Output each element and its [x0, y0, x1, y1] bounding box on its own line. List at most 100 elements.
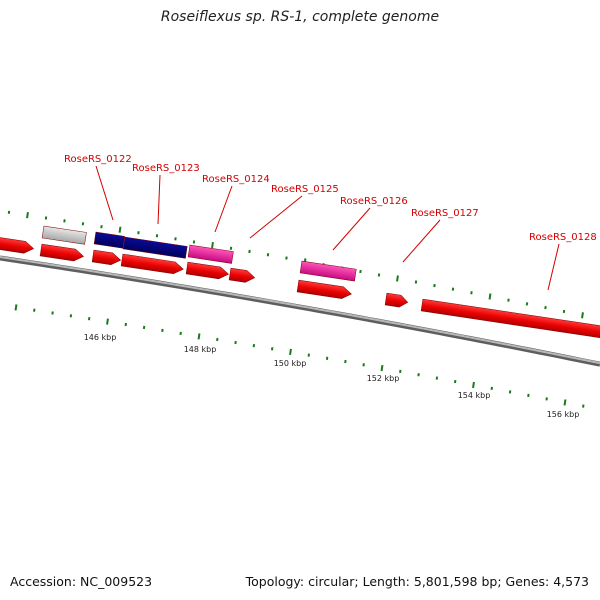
label-leaders	[95, 165, 560, 291]
cds-arrow-roseRS-0128	[420, 298, 600, 340]
scale-label: 150 kbp	[274, 359, 307, 368]
leader-line	[547, 243, 560, 291]
scale-tick	[197, 333, 201, 340]
cds-arrow	[91, 249, 122, 266]
outer-tick	[81, 222, 85, 226]
gene-label: RoseRS_0127	[411, 208, 479, 219]
outer-tick	[396, 275, 399, 282]
outer-tick	[63, 219, 66, 223]
cds-arrow	[120, 253, 184, 275]
misc-feature-block	[299, 260, 357, 282]
pseudogene-block	[41, 225, 87, 245]
scale-label: 148 kbp	[184, 345, 217, 354]
scale-tick	[216, 337, 219, 342]
outer-tick	[192, 240, 196, 244]
scale-label: 156 kbp	[547, 410, 580, 419]
outer-tick	[118, 226, 122, 233]
label-layer: 146 kbp 148 kbp 150 kbp 152 kbp 154 kbp 156 k…	[64, 154, 597, 419]
scale-tick	[435, 376, 439, 380]
scale-tick	[490, 386, 494, 391]
scale-tick	[508, 390, 512, 394]
cds-arrow	[228, 267, 256, 283]
gene-label: RoseRS_0125	[271, 184, 339, 195]
outer-tick	[211, 241, 214, 249]
leader-line	[157, 174, 161, 225]
outer-tick	[525, 302, 529, 306]
scale-tick	[545, 397, 548, 401]
scale-tick	[527, 393, 530, 398]
tick-marks	[7, 210, 585, 408]
outer-tick	[470, 291, 473, 295]
scale-tick	[124, 322, 127, 327]
backbone-highlight	[0, 256, 600, 365]
leader-line	[402, 219, 441, 263]
gene-label: RoseRS_0126	[340, 196, 408, 207]
outer-tick	[414, 280, 418, 284]
backbone-outline	[0, 255, 600, 367]
chromosome-backbone	[0, 255, 600, 367]
outer-tick	[359, 269, 362, 274]
gene-label: RoseRS_0124	[202, 174, 270, 185]
leader-line	[332, 207, 371, 251]
scale-tick	[179, 331, 182, 336]
accession-text: Accession: NC_009523	[10, 574, 153, 589]
outer-tick	[248, 249, 251, 254]
scale-label: 154 kbp	[458, 391, 491, 400]
scale-tick	[161, 328, 164, 333]
map-title: Roseiflexus sp. RS-1, complete genome	[160, 9, 440, 25]
scale-tick	[51, 311, 54, 315]
outer-tick	[488, 293, 492, 300]
cds-arrow	[185, 261, 229, 280]
scale-tick	[399, 369, 402, 374]
scale-tick	[472, 381, 475, 389]
scale-tick	[325, 356, 329, 360]
misc-feature-block	[187, 244, 234, 264]
outer-tick	[7, 210, 11, 214]
outer-tick	[433, 283, 436, 288]
scale-tick	[87, 317, 91, 321]
cds-arrow	[384, 292, 409, 308]
scale-tick	[344, 359, 347, 364]
outer-tick	[100, 225, 103, 229]
outer-tick	[562, 309, 566, 314]
scale-tick	[362, 363, 365, 367]
outer-tick	[266, 253, 270, 257]
scale-tick	[270, 347, 274, 351]
scale-tick	[582, 404, 585, 408]
scale-tick	[307, 353, 311, 357]
scale-tick	[234, 340, 237, 345]
outer-tick	[174, 237, 177, 241]
scale-tick	[33, 308, 36, 312]
gene-label: RoseRS_0123	[132, 163, 200, 174]
leader-line	[214, 185, 233, 233]
cds-arrow	[296, 279, 352, 299]
scale-tick	[453, 379, 457, 384]
gene-label: RoseRS_0122	[64, 154, 132, 165]
outer-tick	[544, 306, 547, 310]
scale-tick	[142, 325, 146, 330]
outer-tick	[285, 256, 288, 260]
rna-block	[93, 231, 125, 249]
scale-tick	[563, 399, 567, 406]
feature-track	[0, 225, 600, 340]
scale-tick	[106, 318, 109, 325]
outer-tick	[229, 246, 233, 250]
leader-line	[95, 165, 114, 221]
outer-tick	[137, 231, 140, 235]
outer-tick	[26, 212, 29, 219]
scale-tick	[289, 348, 292, 356]
outer-tick	[155, 234, 159, 238]
cds-arrow	[0, 236, 35, 254]
topology-text: Topology: circular; Length: 5,801,598 bp…	[245, 574, 589, 589]
leader-line	[249, 195, 303, 239]
outer-tick	[451, 287, 455, 291]
scale-tick	[380, 364, 384, 372]
gene-label: RoseRS_0128	[529, 232, 597, 243]
scale-tick	[417, 373, 420, 377]
cds-arrow	[39, 243, 84, 262]
scale-tick	[69, 314, 73, 318]
scale-label: 152 kbp	[367, 374, 400, 383]
outer-tick	[507, 298, 510, 302]
scale-tick	[14, 304, 18, 311]
